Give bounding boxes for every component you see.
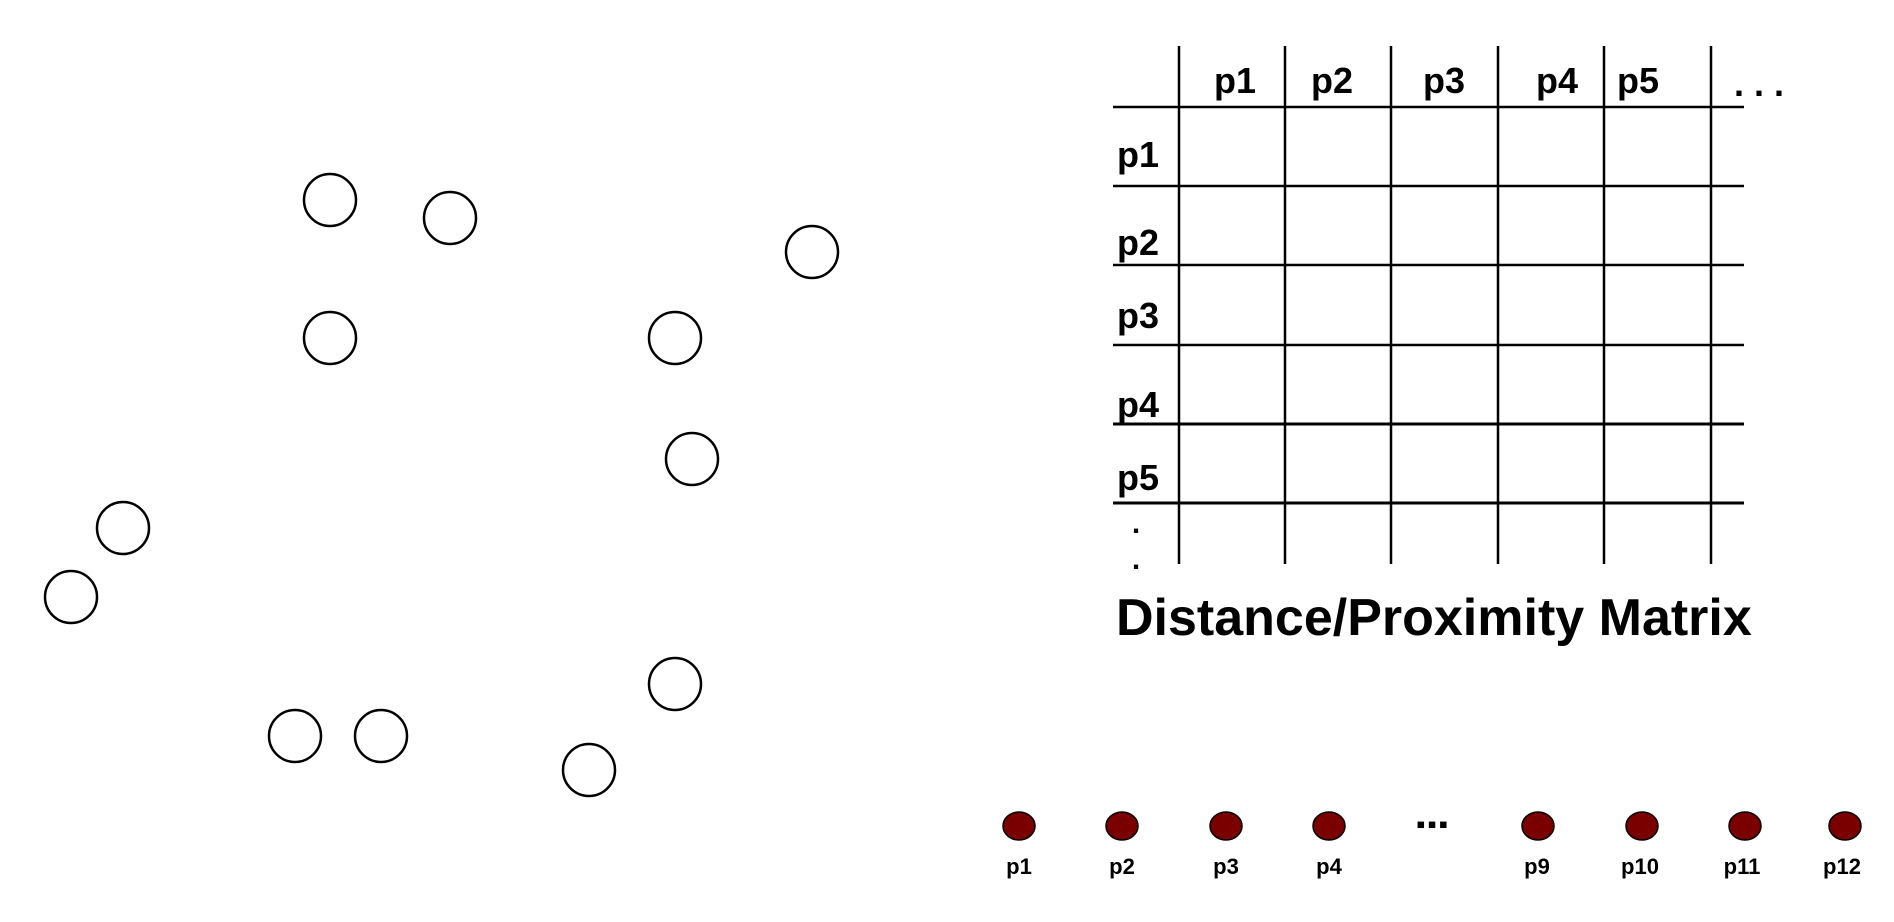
point-label-p12: p12 [1823,854,1861,879]
row-header-p2: p2 [1117,222,1159,263]
scatter-point [302,310,358,366]
row-header-p4: p4 [1117,384,1159,425]
point-label-p4: p4 [1316,854,1342,879]
point-dot-p11 [1728,811,1762,841]
point-dot-p2 [1105,811,1139,841]
point-label-p3: p3 [1213,854,1239,879]
scatter-point [647,656,703,712]
point-dot-p9 [1521,811,1555,841]
matrix-title: Distance/Proximity Matrix [1116,589,1752,647]
column-header-p3: p3 [1423,60,1465,101]
row-header-p3: p3 [1117,295,1159,336]
scatter-point [561,742,617,798]
point-label-p10: p10 [1621,854,1659,879]
column-header-p2: p2 [1311,60,1353,101]
column-ellipsis: . . . [1734,63,1784,104]
scatter-point [43,569,99,625]
row-header-p5: p5 [1117,457,1159,498]
row-header-p1: p1 [1117,134,1159,175]
scatter-point [267,708,323,764]
matrix-grid [1113,46,1744,564]
matrix-column-headers: p1 p2 p3 p4 p5 . . . [1214,60,1784,104]
scatter-point [353,708,409,764]
row-ellipsis-dot: . [1132,507,1140,540]
point-dot-p10 [1625,811,1659,841]
column-header-p4: p4 [1536,60,1578,101]
scatter-point [647,310,703,366]
point-dot-p4 [1312,811,1346,841]
scatter-point [664,431,720,487]
point-label-p2: p2 [1109,854,1135,879]
point-labels: p1 p2 p3 p4 p9 p10 p11 p12 [1006,854,1861,879]
column-header-p1: p1 [1214,60,1256,101]
point-dot-p3 [1209,811,1243,841]
point-dot-p1 [1002,811,1036,841]
point-label-p9: p9 [1524,854,1550,879]
point-label-p1: p1 [1006,854,1032,879]
point-label-p11: p11 [1724,854,1761,879]
scatter-point [302,172,358,228]
matrix-row-headers: p1 p2 p3 p4 p5 . . [1117,134,1159,576]
point-dot-p12 [1828,811,1862,841]
point-line: ▪▪▪ p1 p2 p3 p4 p9 p10 p11 p12 [1002,809,1862,879]
scatter-point [95,500,151,556]
column-header-p5: p5 [1617,60,1659,101]
point-line-gap-marker: ▪▪▪ [1416,809,1450,839]
scatter-point [422,190,478,246]
row-ellipsis-dot: . [1132,543,1140,576]
scatter-point [784,224,840,280]
scatter-points [43,172,840,798]
